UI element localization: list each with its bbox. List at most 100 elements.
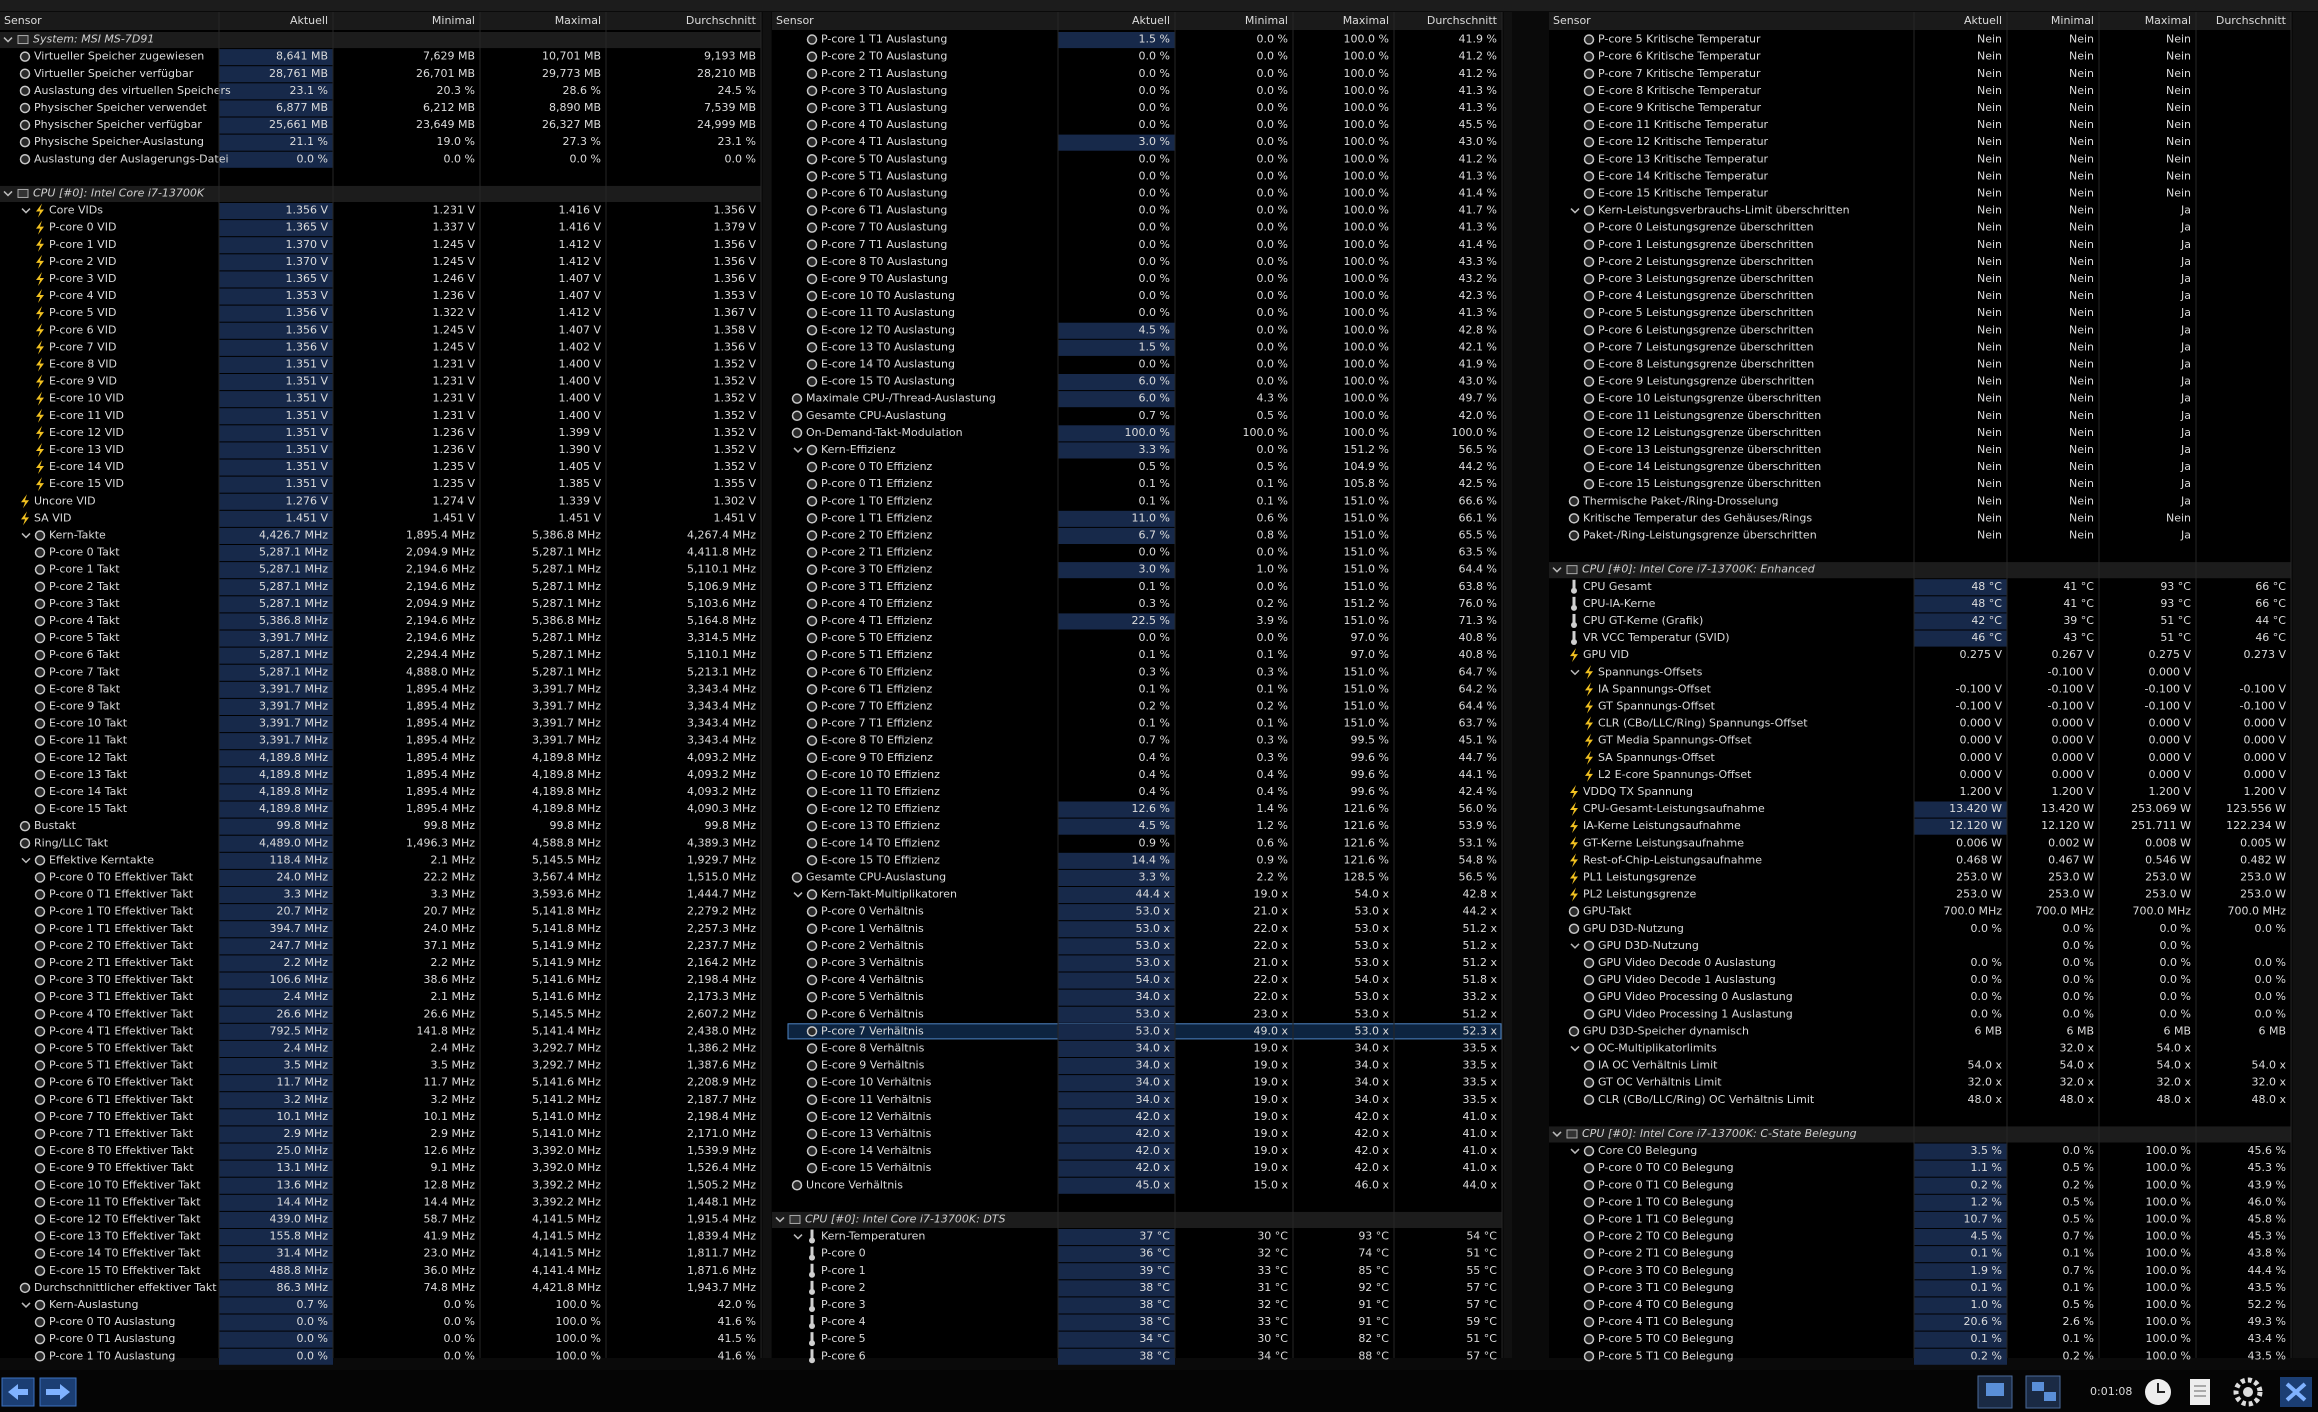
- current-value: 1.365 V: [285, 221, 328, 234]
- current-cell-highlight: [219, 459, 333, 476]
- max-value: 100.0 %: [556, 1315, 601, 1328]
- sensor-label: P-core 7 T1 Effektiver Takt: [49, 1127, 194, 1140]
- sensor-label: E-core 15 Leistungsgrenze überschritten: [1598, 477, 1821, 490]
- current-cell-highlight: [219, 1194, 333, 1211]
- min-value: 19.0 x: [1254, 1127, 1289, 1140]
- max-value: 6 MB: [2163, 1024, 2191, 1037]
- current-value: 1.356 V: [285, 340, 328, 353]
- sensor-row: P-core 1 T0 Auslastung 0.0 % 0.0 % 100.0 % 4…: [34, 1348, 756, 1365]
- min-value: 0.0 %: [1257, 135, 1288, 148]
- close-button[interactable]: [2280, 1377, 2312, 1407]
- settings-button[interactable]: [2233, 1377, 2263, 1407]
- sensor-row: E-core 13 Kritische Temperatur Nein Nein Ne…: [1583, 152, 2191, 165]
- avg-value: 253.0 W: [2240, 870, 2286, 883]
- sensor-row: VR VCC Temperatur (SVID) 46 °C 43 °C 51 °C 4…: [1571, 630, 2286, 647]
- max-value: Nein: [2166, 118, 2191, 131]
- max-value: 100.0 %: [2146, 1298, 2191, 1311]
- min-value: 2.1 MHz: [430, 853, 475, 866]
- min-value: 0.2 %: [1257, 597, 1288, 610]
- current-value: 53.0 x: [1136, 905, 1171, 918]
- sensor-icon: [34, 530, 46, 541]
- max-value: 100.0 %: [2146, 1178, 2191, 1191]
- min-value: 0.0 %: [1257, 186, 1288, 199]
- sensor-row: GPU Video Decode 1 Auslastung 0.0 % 0.0 % 0…: [1583, 973, 2286, 986]
- sensor-label: P-core 7 Kritische Temperatur: [1598, 67, 1761, 80]
- voltage-icon: [36, 306, 44, 321]
- max-value: 0.008 W: [2145, 836, 2191, 849]
- avg-value: 54.8 %: [1459, 853, 1497, 866]
- max-value: 0.000 V: [2148, 665, 2191, 678]
- sensor-row: P-core 7 Verhältnis 53.0 x 49.0 x 53.0 x 52.…: [787, 1023, 1502, 1040]
- sensor-icon: [806, 957, 818, 969]
- current-cell-highlight: [219, 1263, 333, 1280]
- sensor-row: E-core 15 Takt 4,189.8 MHz 1,895.4 MHz 4,18…: [34, 801, 756, 818]
- sensor-icon: [806, 684, 818, 695]
- current-value: Nein: [1977, 272, 2002, 285]
- max-value: 100.0 %: [1344, 221, 1389, 234]
- voltage-icon: [1570, 784, 1578, 799]
- max-value: 151.0 %: [1344, 511, 1389, 524]
- sensor-icon: [1583, 974, 1595, 986]
- current-value: 14.4 MHz: [276, 1195, 328, 1208]
- sensor-icon: [806, 444, 818, 456]
- current-value: 42 °C: [1971, 614, 2002, 627]
- current-value: 488.8 MHz: [269, 1264, 328, 1277]
- nav-left-button[interactable]: [1, 1377, 35, 1407]
- current-cell-highlight: [219, 1211, 333, 1228]
- current-value: Nein: [1977, 409, 2002, 422]
- column-header: Minimal: [2051, 14, 2094, 27]
- min-value: Nein: [2069, 118, 2094, 131]
- sensor-row: E-core 13 T0 Effizienz 4.5 % 1.2 % 121.6 % 5…: [806, 818, 1497, 835]
- sensor-row: Kern-Takte 4,426.7 MHz 1,895.4 MHz 5,386.8 …: [21, 527, 756, 544]
- min-value: 0.0 %: [1257, 152, 1288, 165]
- sensor-label: E-core 10 T0 Effektiver Takt: [49, 1178, 201, 1191]
- min-value: 0.5 %: [2063, 1195, 2094, 1208]
- report-button[interactable]: [2190, 1379, 2210, 1405]
- current-value: 54.0 x: [1968, 1059, 2003, 1072]
- sensor-icon: [1583, 239, 1595, 250]
- network-button[interactable]: [1977, 1375, 2013, 1409]
- current-cell-highlight: [219, 579, 333, 596]
- current-value: 4,189.8 MHz: [259, 751, 328, 764]
- current-value: 2.2 MHz: [283, 956, 328, 969]
- monitor-button[interactable]: [2025, 1375, 2061, 1409]
- sensor-row: E-core 13 Takt 4,189.8 MHz 1,895.4 MHz 4,18…: [34, 767, 756, 784]
- current-value: Nein: [1977, 221, 2002, 234]
- sensor-label: E-core 8 Verhältnis: [821, 1041, 925, 1054]
- nav-right-button[interactable]: [39, 1377, 77, 1407]
- sensor-label: P-core 6 T0 Auslastung: [821, 186, 947, 199]
- sensor-row: E-core 15 T0 Effizienz 14.4 % 0.9 % 121.6 %…: [806, 852, 1497, 869]
- current-value: 253.0 W: [1956, 870, 2002, 883]
- sensor-row: Durchschnittlicher effektiver Takt 86.3 M…: [19, 1280, 756, 1297]
- min-value: 1.245 V: [432, 255, 475, 268]
- min-value: 1.231 V: [432, 204, 475, 217]
- sensor-row: Ring/LLC Takt 4,489.0 MHz 1,496.3 MHz 4,588…: [19, 835, 756, 852]
- sensor-label: E-core 12 Takt: [49, 751, 128, 764]
- min-value: 26.6 MHz: [423, 1007, 475, 1020]
- avg-value: 46.0 %: [2248, 1195, 2286, 1208]
- current-cell-highlight: [219, 613, 333, 630]
- expand-arrow: [3, 37, 13, 43]
- avg-value: 3,314.5 MHz: [687, 631, 756, 644]
- sensor-row: PL1 Leistungsgrenze 253.0 W 253.0 W 253.0 W…: [1570, 870, 2286, 885]
- device-icon: [17, 188, 29, 198]
- sensor-row: P-core 1 T1 Auslastung 1.5 % 0.0 % 100.0 % 4…: [806, 32, 1497, 49]
- sensor-row: P-core 2 T1 Effektiver Takt 2.2 MHz 2.2 MH…: [34, 955, 756, 972]
- voltage-icon: [36, 374, 44, 389]
- sensor-row: P-core 3 T0 Auslastung 0.0 % 0.0 % 100.0 % 4…: [806, 84, 1497, 97]
- current-cell-highlight: [1058, 955, 1175, 972]
- sensor-label: P-core 6 VID: [49, 323, 116, 336]
- column-header: Maximal: [1343, 14, 1389, 27]
- sensor-icon: [806, 34, 818, 45]
- min-value: 0.0 %: [1257, 33, 1288, 46]
- sensor-label: P-core 7 T0 Effizienz: [821, 699, 933, 712]
- max-value: 3,391.7 MHz: [532, 717, 601, 730]
- voltage-icon: [1570, 853, 1578, 868]
- current-cell-highlight: [219, 972, 333, 989]
- clock-button[interactable]: [2145, 1379, 2171, 1405]
- sensor-row: P-core 5 T1 C0 Belegung 0.2 % 0.2 % 100.0 %…: [1583, 1348, 2286, 1365]
- current-value: 0.4 %: [1139, 768, 1170, 781]
- min-value: Nein: [2069, 84, 2094, 97]
- avg-value: 41.3 %: [1459, 84, 1497, 97]
- sensor-icon: [1583, 1265, 1595, 1276]
